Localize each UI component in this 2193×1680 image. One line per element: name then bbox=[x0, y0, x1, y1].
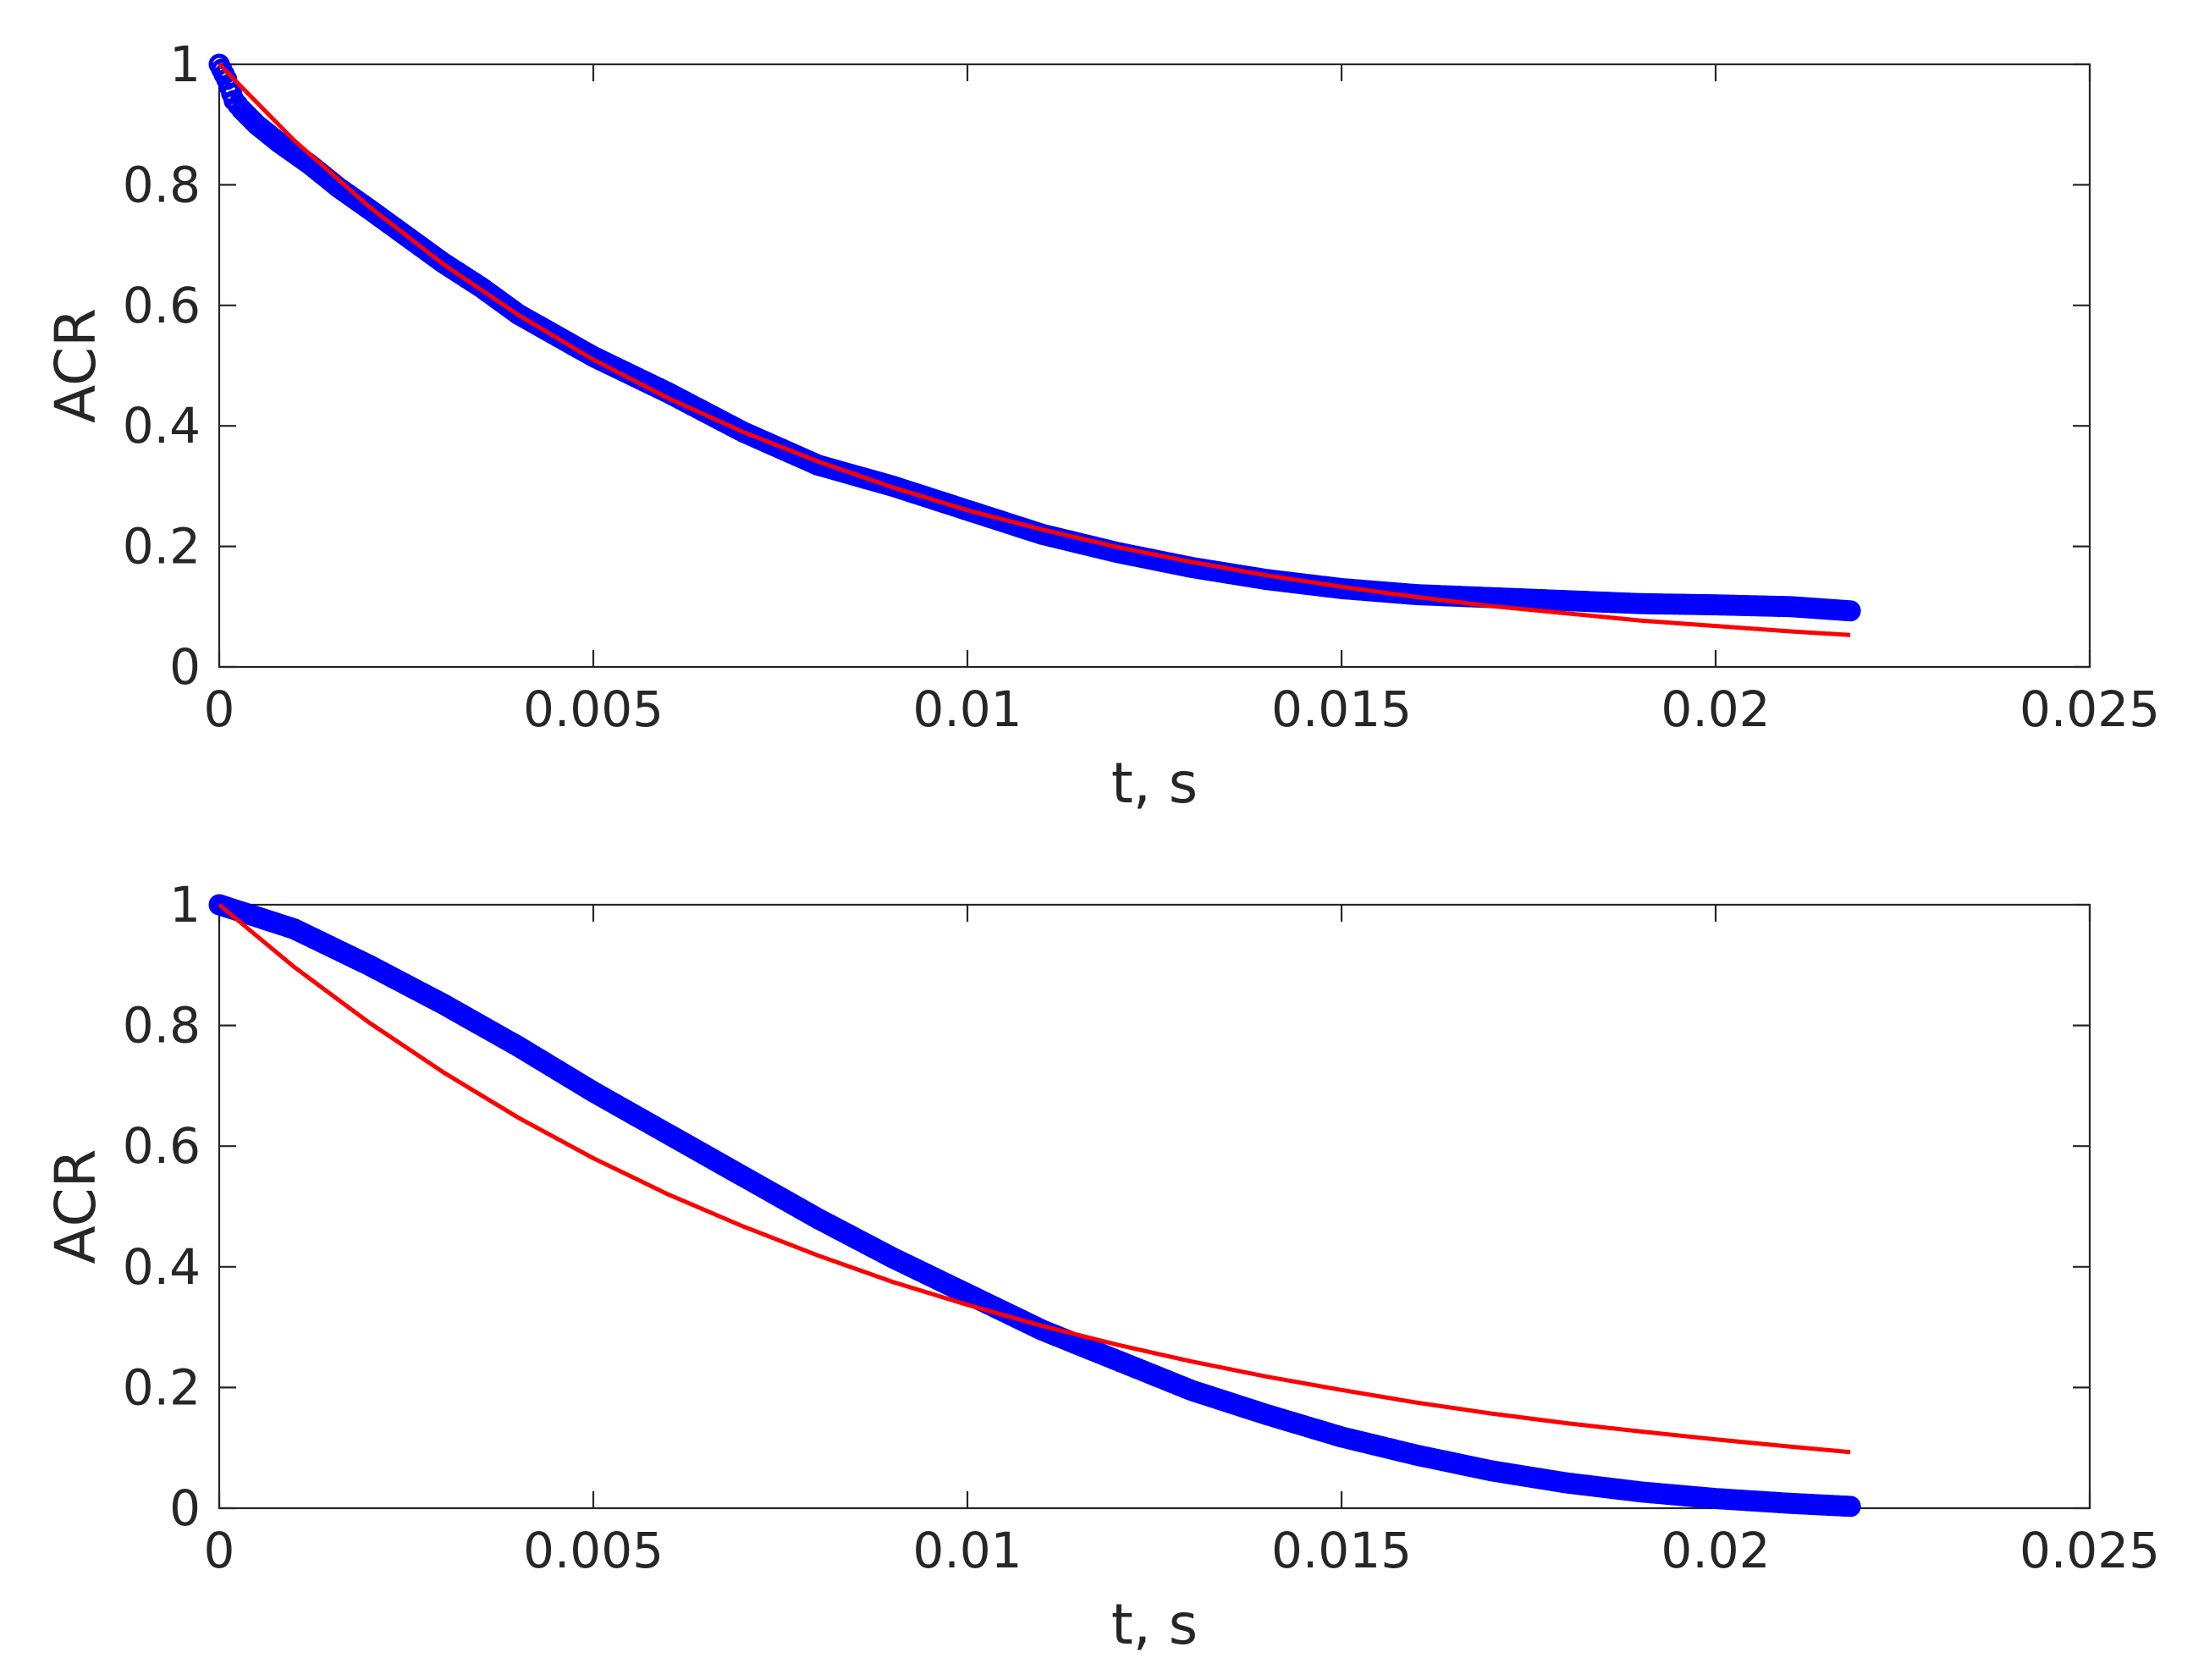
axes-frame bbox=[218, 903, 2091, 1510]
x-axis-label: t, s bbox=[1111, 1592, 1198, 1657]
top-panel: 0 0.005 0.01 0.015 0.02 0.025 0 0.2 0.4 0.6 0.8 1 t,… bbox=[43, 36, 2160, 816]
x-tick-label: 0.015 bbox=[1271, 680, 1412, 738]
x-tick-label: 0.025 bbox=[2019, 1522, 2160, 1579]
y-tick-label: 1 bbox=[169, 36, 201, 93]
data-point bbox=[1839, 600, 1861, 622]
axes-frame bbox=[218, 63, 2091, 669]
x-tick-label: 0.01 bbox=[912, 680, 1022, 738]
data-point bbox=[1839, 1495, 1861, 1518]
red-fit-line bbox=[218, 63, 1851, 637]
y-tick-label: 1 bbox=[169, 876, 201, 934]
x-tick-label: 0.01 bbox=[912, 1522, 1022, 1579]
y-tick-label: 0.4 bbox=[123, 1238, 201, 1296]
x-tick-label: 0 bbox=[204, 680, 235, 738]
x-tick-label: 0.025 bbox=[2019, 680, 2160, 738]
y-tick-label: 0.4 bbox=[123, 397, 201, 454]
y-axis-label: ACR bbox=[43, 308, 108, 423]
x-tick-label: 0.005 bbox=[523, 680, 664, 738]
x-tick-label: 0.02 bbox=[1661, 1522, 1770, 1579]
y-tick-label: 0.8 bbox=[123, 156, 201, 213]
y-tick-label: 0.6 bbox=[123, 277, 201, 334]
x-axis-label: t, s bbox=[1111, 751, 1198, 816]
blue-marker-series bbox=[208, 53, 1861, 622]
y-axis-label: ACR bbox=[43, 1149, 108, 1264]
x-tick-label: 0.005 bbox=[523, 1522, 664, 1579]
x-tick-label: 0.015 bbox=[1271, 1522, 1412, 1579]
y-tick-label: 0.2 bbox=[123, 518, 201, 576]
y-tick-label: 0 bbox=[169, 638, 201, 696]
red-fit-line bbox=[218, 903, 1851, 1455]
blue-marker-series bbox=[208, 894, 1861, 1518]
y-tick-label: 0.2 bbox=[123, 1358, 201, 1416]
bottom-panel: 0 0.005 0.01 0.015 0.02 0.025 0 0.2 0.4 0.6 0.8 1 t,… bbox=[43, 876, 2160, 1657]
y-tick-label: 0.8 bbox=[123, 997, 201, 1055]
y-tick-label: 0.6 bbox=[123, 1117, 201, 1175]
x-tick-label: 0 bbox=[204, 1522, 235, 1579]
x-tick-label: 0.02 bbox=[1661, 680, 1770, 738]
y-tick-label: 0 bbox=[169, 1479, 201, 1537]
